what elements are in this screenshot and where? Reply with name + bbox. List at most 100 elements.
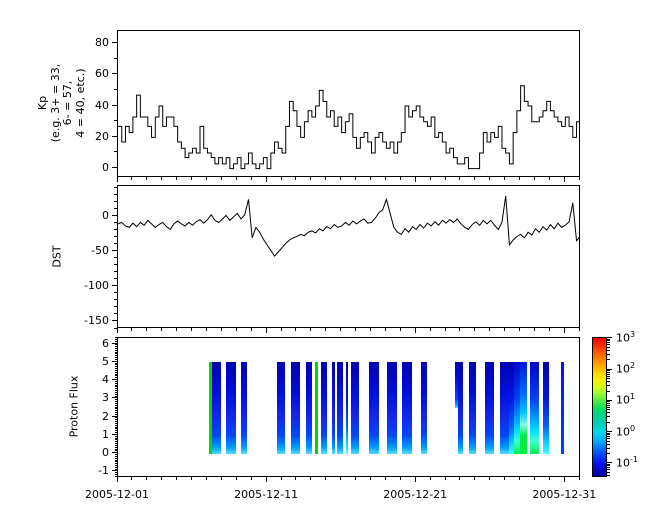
y-minor-tick	[114, 236, 117, 238]
x-minor-tick	[340, 477, 342, 480]
proton-flux-bar	[543, 362, 550, 454]
y-minor-tick	[115, 377, 117, 379]
y-minor-tick	[115, 399, 117, 401]
x-minor-tick	[325, 328, 327, 331]
colorbar-minor-tick	[607, 353, 610, 355]
y-minor-tick	[114, 271, 117, 273]
x-minor-tick	[235, 477, 237, 480]
x-minor-tick	[205, 177, 207, 180]
colorbar-minor-tick	[607, 371, 610, 373]
y-minor-tick	[115, 358, 117, 360]
y-minor-tick	[115, 417, 117, 419]
x-minor-tick	[504, 328, 506, 331]
y-tick-label: -50	[91, 244, 109, 258]
x-minor-tick	[161, 477, 163, 480]
colorbar-minor-tick	[607, 344, 610, 346]
x-minor-tick	[578, 328, 580, 331]
x-minor-tick	[355, 328, 357, 331]
y-minor-tick	[115, 408, 117, 410]
kp-line-plot	[118, 85, 579, 170]
x-minor-tick	[191, 177, 193, 180]
colorbar-minor-tick	[607, 474, 610, 476]
x-minor-tick	[310, 328, 312, 331]
y-minor-tick	[115, 349, 117, 351]
x-minor-tick	[578, 477, 580, 480]
y-minor-tick	[115, 439, 117, 441]
x-major-tick	[563, 477, 565, 482]
x-major-tick	[414, 477, 416, 482]
proton-flux-bar	[336, 362, 343, 454]
y-minor-tick	[115, 428, 117, 430]
x-tick-label: 2005-12-11	[234, 488, 299, 501]
y-minor-tick	[115, 364, 117, 366]
x-minor-tick	[295, 328, 297, 331]
x-minor-tick	[384, 477, 386, 480]
y-minor-tick	[115, 366, 117, 368]
proton-flux-bar	[291, 362, 301, 454]
x-minor-tick	[519, 328, 521, 331]
colorbar-minor-tick	[607, 402, 610, 404]
y-minor-tick	[115, 382, 117, 384]
y-tick-label: -1	[98, 464, 109, 478]
y-major-tick	[112, 470, 117, 472]
x-minor-tick	[534, 328, 536, 331]
colorbar-tick-label: 101	[616, 392, 636, 408]
dst-line-plot	[118, 195, 579, 257]
y-minor-tick	[115, 437, 117, 439]
y-major-tick	[112, 360, 117, 362]
y-major-tick	[112, 433, 117, 435]
x-major-tick	[414, 177, 416, 182]
proton-flux-bar	[509, 362, 515, 454]
y-major-tick	[112, 320, 117, 322]
proton-flux-bar	[211, 362, 222, 454]
y-minor-tick	[115, 413, 117, 415]
y-minor-tick	[114, 243, 117, 245]
proton-flux-bar	[561, 362, 564, 454]
colorbar-major-tick	[607, 337, 612, 339]
y-major-tick	[112, 342, 117, 344]
y-minor-tick	[115, 441, 117, 443]
y-minor-tick	[115, 404, 117, 406]
colorbar-minor-tick	[607, 436, 610, 438]
y-minor-tick	[115, 351, 117, 353]
x-minor-tick	[340, 177, 342, 180]
x-minor-tick	[295, 477, 297, 480]
y-tick-label: 40	[95, 98, 109, 112]
x-major-tick	[116, 328, 118, 333]
y-minor-tick	[115, 459, 117, 461]
y-minor-tick	[115, 371, 117, 373]
colorbar-minor-tick	[607, 373, 610, 375]
y-major-tick	[112, 167, 117, 169]
colorbar-exponent: -1	[630, 454, 638, 464]
dst-panel	[117, 185, 580, 328]
colorbar-minor-tick	[607, 416, 610, 418]
x-minor-tick	[131, 477, 133, 480]
colorbar-minor-tick	[607, 421, 610, 423]
x-minor-tick	[191, 477, 193, 480]
y-minor-tick	[114, 327, 117, 329]
y-tick-label: -150	[84, 314, 109, 328]
x-minor-tick	[369, 477, 371, 480]
y-minor-tick	[115, 380, 117, 382]
colorbar	[592, 337, 607, 477]
y-minor-tick	[114, 278, 117, 280]
colorbar-minor-tick	[607, 453, 610, 455]
proton-flux-bar	[457, 362, 463, 454]
y-minor-tick	[114, 201, 117, 203]
x-minor-tick	[399, 177, 401, 180]
y-minor-tick	[115, 401, 117, 403]
proton-flux-bar	[519, 362, 528, 454]
dst-axis-label: DST	[50, 245, 64, 268]
proton-flux-bar	[514, 362, 520, 454]
colorbar-minor-tick	[607, 434, 610, 436]
x-minor-tick	[310, 477, 312, 480]
colorbar-minor-tick	[607, 385, 610, 387]
colorbar-major-tick	[607, 368, 612, 370]
y-tick-label: 20	[95, 129, 109, 143]
x-minor-tick	[384, 177, 386, 180]
y-minor-tick	[115, 390, 117, 392]
colorbar-minor-tick	[607, 349, 610, 351]
colorbar-minor-tick	[607, 463, 610, 465]
x-minor-tick	[235, 328, 237, 331]
y-minor-tick	[115, 375, 117, 377]
